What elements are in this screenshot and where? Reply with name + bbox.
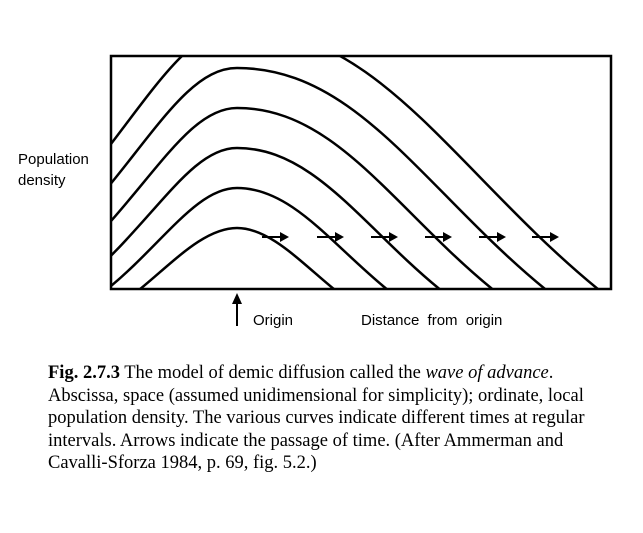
caption-text-2: . Abscissa, space (assumed unidimensiona…: [48, 363, 585, 473]
figure-caption: Fig. 2.7.3 The model of demic diffusion …: [48, 362, 608, 475]
wave-curves: [111, 56, 599, 289]
time-arrow-head-3: [389, 232, 398, 242]
time-arrow-head-1: [280, 232, 289, 242]
time-arrows: [262, 232, 559, 242]
caption-figure-number: Fig. 2.7.3: [48, 363, 120, 383]
y-axis-label-line1: Population: [18, 151, 89, 168]
caption-italic-term: wave of advance: [425, 363, 549, 383]
caption-text-1: The model of demic diffusion called the: [119, 363, 426, 383]
y-axis-label-line2: density: [18, 172, 66, 189]
distance-label: Distance from origin: [361, 312, 503, 329]
origin-label: Origin: [253, 312, 294, 329]
wave-curve-3: [111, 146, 441, 289]
wave-curve-5: [111, 66, 546, 289]
time-arrow-head-6: [550, 232, 559, 242]
time-arrow-head-5: [497, 232, 506, 242]
wave-curve-2: [111, 186, 388, 289]
time-arrow-head-4: [443, 232, 452, 242]
wave-curve-1: [139, 226, 335, 289]
wave-curve-6: [111, 56, 599, 289]
wave-curve-4: [111, 106, 494, 289]
time-arrow-head-2: [335, 232, 344, 242]
plot-frame: [109, 54, 613, 291]
y-axis-label: Population density: [18, 149, 118, 191]
origin-arrow: [232, 293, 242, 326]
